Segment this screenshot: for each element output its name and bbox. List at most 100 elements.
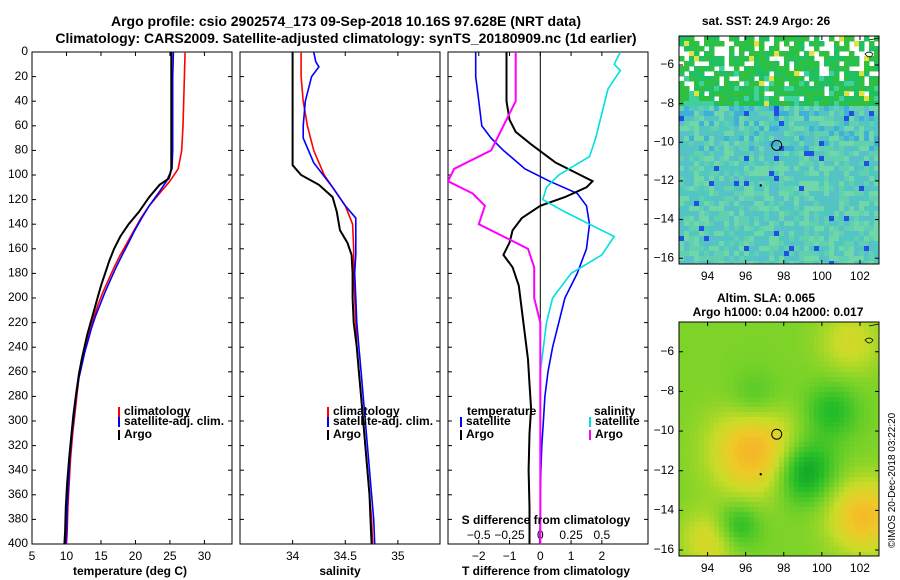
sst-cell <box>679 126 685 132</box>
sst-cell <box>704 226 710 232</box>
sla-cell <box>799 397 805 403</box>
sla-cell <box>714 377 720 383</box>
sst-cell <box>829 106 835 112</box>
sst-cell <box>834 156 840 162</box>
sla-cell <box>684 382 690 388</box>
plot-frame <box>447 51 649 545</box>
sla-cell <box>839 452 845 458</box>
sst-cell <box>734 101 740 107</box>
sla-cell <box>749 542 755 548</box>
sla-cell <box>874 332 879 338</box>
sst-cell <box>874 181 879 187</box>
sla-cell <box>864 417 870 423</box>
sst-cell <box>759 171 765 177</box>
sla-cell <box>814 412 820 418</box>
sla-cell <box>724 462 730 468</box>
sst-cell <box>854 56 860 62</box>
sla-cell <box>814 352 820 358</box>
sla-cell <box>824 477 830 483</box>
sst-cell <box>779 186 785 192</box>
sla-cell <box>759 352 765 358</box>
sst-cell <box>754 111 760 117</box>
sla-cell <box>804 402 810 408</box>
sla-cell <box>759 347 765 353</box>
sla-cell <box>779 457 785 463</box>
sla-cell <box>819 377 825 383</box>
sst-cell <box>844 176 850 182</box>
sst-cell <box>699 156 705 162</box>
sla-cell <box>699 472 705 478</box>
sst-cell <box>769 181 775 187</box>
sla-cell <box>739 482 745 488</box>
sla-cell <box>869 367 875 373</box>
sst-cell <box>724 206 730 212</box>
sst-cell <box>864 121 870 127</box>
sla-cell <box>709 407 715 413</box>
sla-cell <box>679 427 685 433</box>
sst-cell <box>854 231 860 237</box>
sla-cell <box>854 457 860 463</box>
sla-cell <box>754 457 760 463</box>
sla-cell <box>724 382 730 388</box>
sla-cell <box>854 477 860 483</box>
sla-cell <box>684 537 690 543</box>
sla-cell <box>684 407 690 413</box>
sla-cell <box>789 397 795 403</box>
legend-label: satellite-adj. clim. <box>333 414 433 428</box>
sst-cell <box>704 101 710 107</box>
sla-cell <box>809 432 815 438</box>
sla-cell <box>739 452 745 458</box>
sla-cell <box>694 452 700 458</box>
sla-cell <box>854 377 860 383</box>
sla-cell <box>769 347 775 353</box>
sla-cell <box>704 532 710 538</box>
sst-cell <box>714 161 720 167</box>
sst-cell <box>849 196 855 202</box>
x-tick-label: 1 <box>568 549 575 563</box>
sla-cell <box>869 487 875 493</box>
sst-cell <box>799 101 805 107</box>
sla-cell <box>824 447 830 453</box>
sla-cell <box>819 407 825 413</box>
sla-cell <box>809 377 815 383</box>
sst-cell <box>814 176 820 182</box>
sst-cell <box>729 106 735 112</box>
sst-cell <box>769 161 775 167</box>
sst-cell <box>704 236 710 242</box>
sla-cell <box>849 382 855 388</box>
sla-cell <box>704 347 710 353</box>
sla-cell <box>859 537 865 543</box>
sla-cell <box>749 417 755 423</box>
sla-cell <box>784 402 790 408</box>
sla-cell <box>679 512 685 518</box>
sla-cell <box>814 437 820 443</box>
sst-cell <box>794 41 800 47</box>
sst-cell <box>799 61 805 67</box>
sla-cell <box>744 552 750 556</box>
y-tick-label: 0 <box>21 44 28 58</box>
sst-cell <box>824 106 830 112</box>
sla-cell <box>764 527 770 533</box>
sst-cell <box>704 66 710 72</box>
sst-cell <box>684 171 690 177</box>
sla-cell <box>804 367 810 373</box>
sla-cell <box>854 492 860 498</box>
sla-cell <box>784 372 790 378</box>
sst-cell <box>684 46 690 52</box>
sst-cell <box>794 181 800 187</box>
sla-cell <box>699 357 705 363</box>
sla-cell <box>749 527 755 533</box>
sst-cell <box>859 76 865 82</box>
sla-cell <box>739 377 745 383</box>
sst-cell <box>739 126 745 132</box>
sst-cell <box>809 216 815 222</box>
sla-cell <box>839 462 845 468</box>
sst-cell <box>824 131 830 137</box>
sst-cell <box>769 131 775 137</box>
sst-cell <box>809 106 815 112</box>
sla-cell <box>719 482 725 488</box>
sst-cell <box>804 226 810 232</box>
sla-cell <box>849 502 855 508</box>
sla-cell <box>789 432 795 438</box>
sla-cell <box>824 427 830 433</box>
